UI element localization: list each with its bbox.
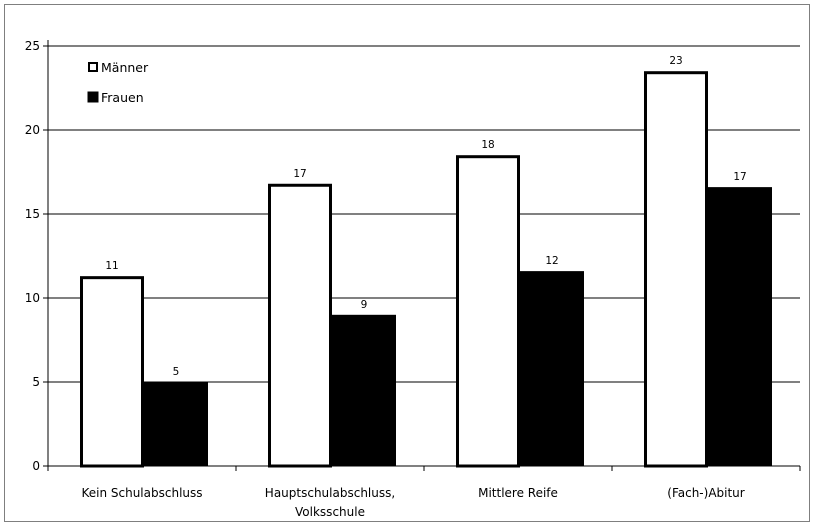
legend-label: Frauen — [101, 90, 144, 105]
data-label: 11 — [105, 260, 118, 272]
bar-frauen — [332, 314, 396, 467]
y-tick-label: 20 — [25, 123, 40, 137]
data-label: 17 — [733, 171, 746, 183]
bar-maenner — [644, 71, 708, 468]
data-label: 23 — [669, 55, 682, 67]
legend-label: Männer — [101, 60, 149, 75]
bar-maenner — [268, 183, 332, 468]
data-label: 9 — [361, 299, 368, 311]
data-label: 17 — [293, 168, 306, 180]
x-category-label: Mittlere Reife — [478, 486, 558, 500]
x-category-label: (Fach-)Abitur — [667, 486, 745, 500]
legend-swatch-frauen — [87, 91, 99, 103]
y-tick-label: 10 — [25, 291, 40, 305]
x-category-label: Kein Schulabschluss — [81, 486, 202, 500]
bar-maenner — [80, 276, 144, 468]
x-category-label: Hauptschulabschluss, — [265, 486, 395, 500]
data-label: 18 — [481, 139, 494, 151]
data-label: 5 — [173, 366, 180, 378]
bar-frauen — [144, 382, 208, 467]
bar-frauen — [520, 271, 584, 467]
bar-maenner — [456, 155, 520, 468]
bar-frauen — [708, 187, 772, 467]
x-category-label: Volksschule — [295, 505, 365, 519]
y-tick-label: 25 — [25, 39, 40, 53]
y-tick-label: 15 — [25, 207, 40, 221]
legend-swatch-maenner — [88, 62, 98, 72]
y-tick-label: 5 — [32, 375, 40, 389]
data-label: 12 — [545, 255, 558, 267]
y-tick-label: 0 — [32, 459, 40, 473]
